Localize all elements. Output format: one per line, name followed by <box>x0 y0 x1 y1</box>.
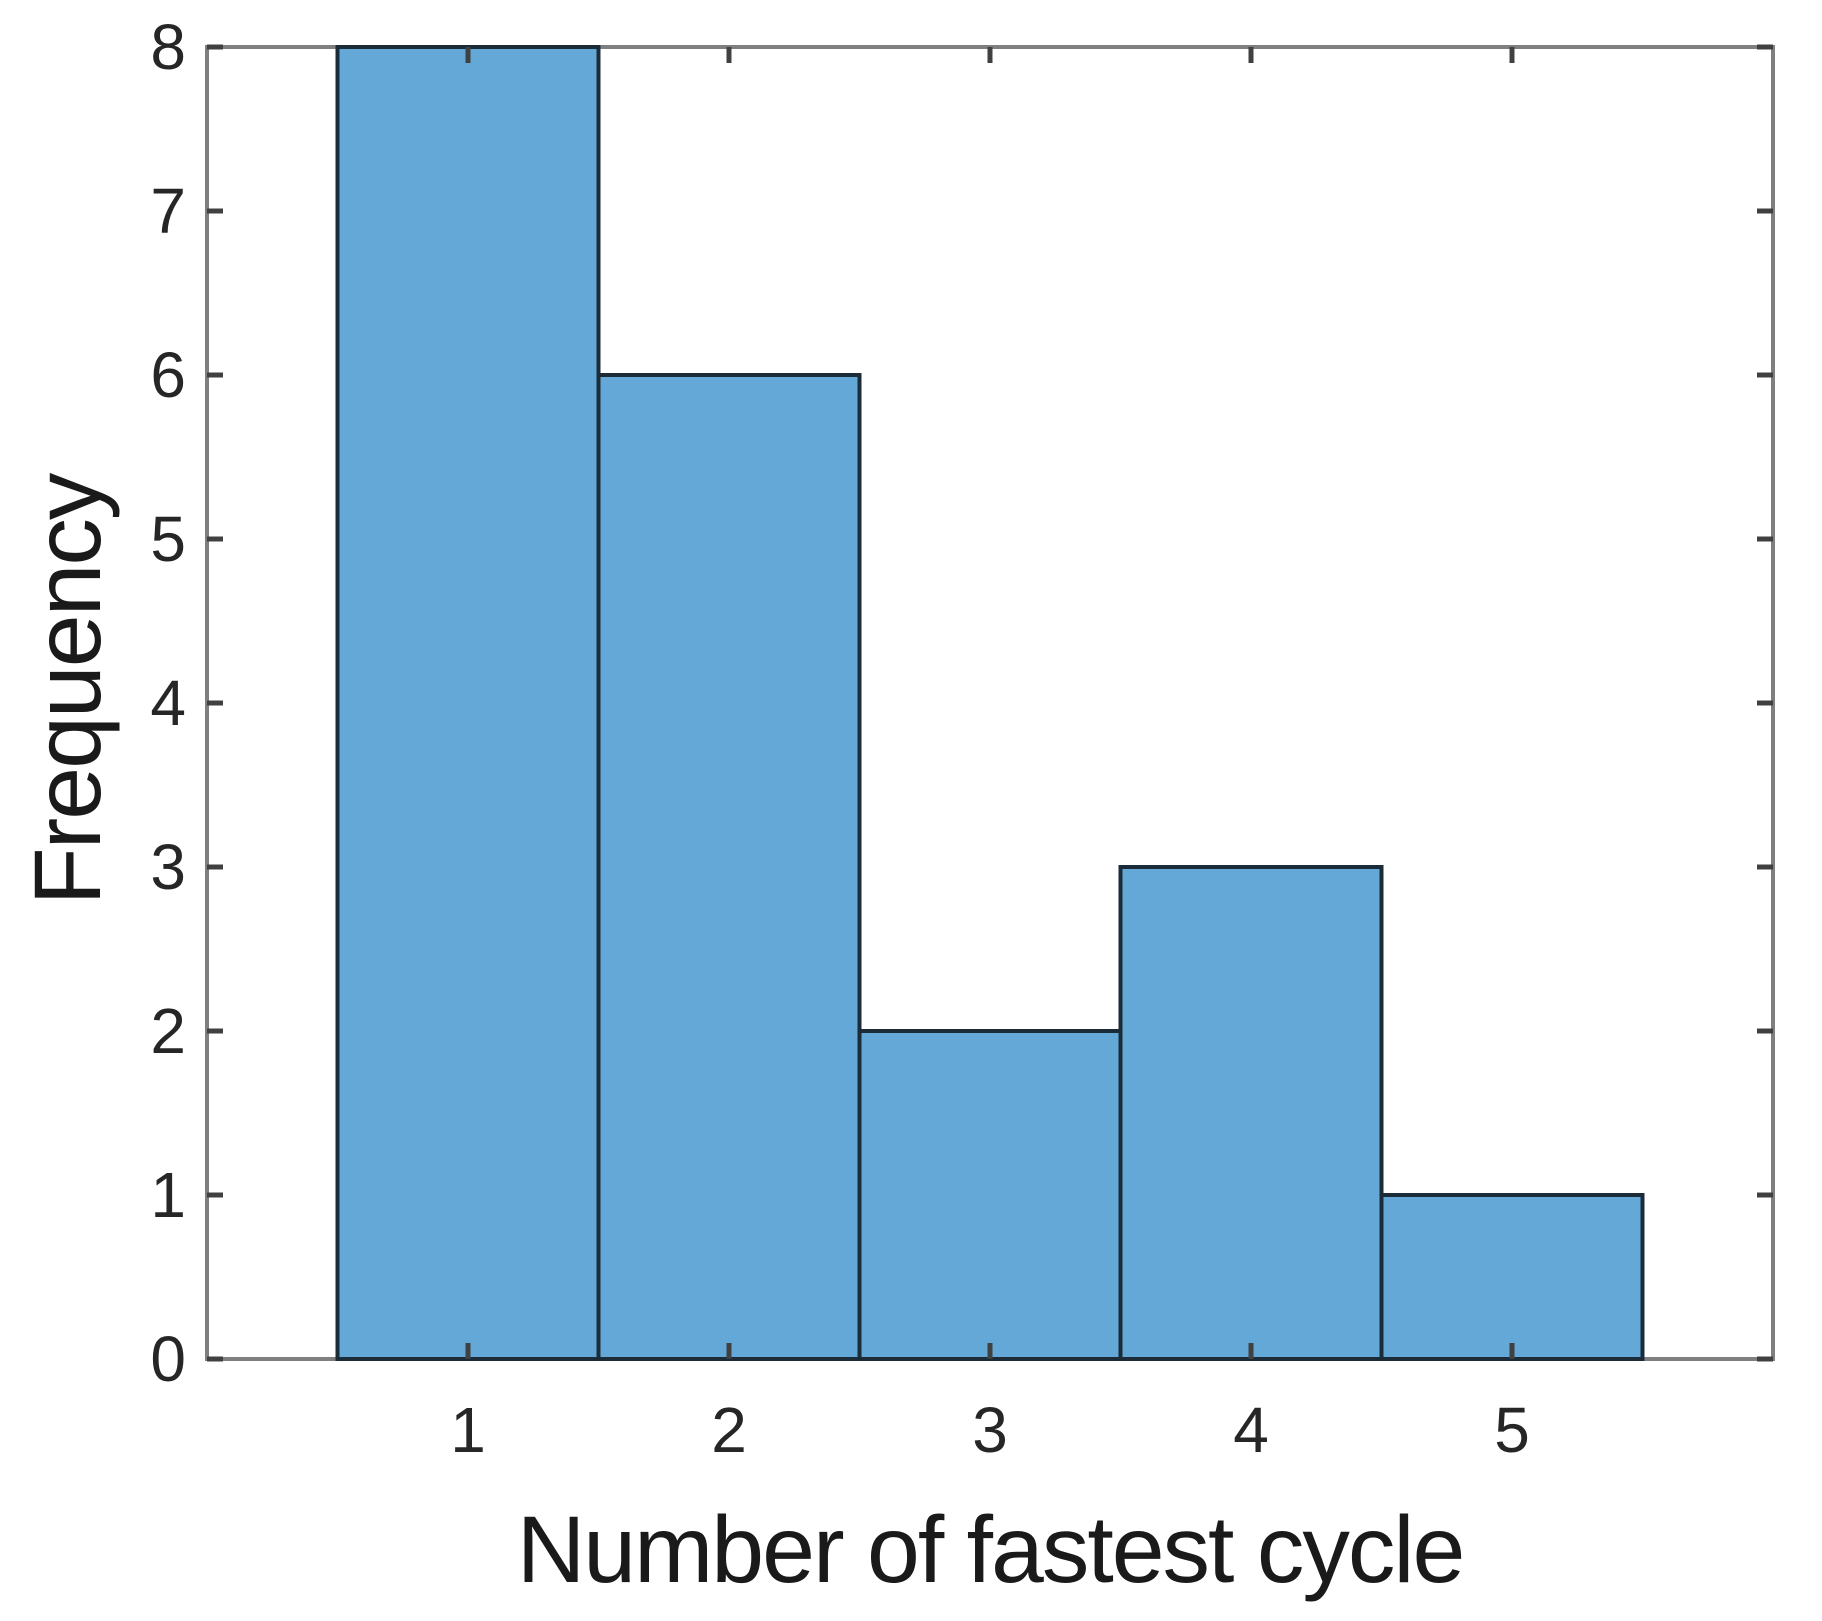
x-axis-label: Number of fastest cycle <box>517 1497 1464 1603</box>
y-tick-label-8: 8 <box>150 11 186 83</box>
bars-layer <box>335 45 1645 1361</box>
x-tick-label-1: 1 <box>450 1394 486 1466</box>
ticks-layer <box>207 44 1773 1362</box>
y-tick-label-6: 6 <box>150 339 186 411</box>
y-tick-label-1: 1 <box>150 1159 186 1231</box>
y-tick-label-5: 5 <box>150 503 186 575</box>
histogram-bar-1 <box>335 45 601 1361</box>
y-axis-label: Frequency <box>15 472 121 905</box>
y-tick-label-2: 2 <box>150 995 186 1067</box>
x-tick-label-5: 5 <box>1494 1394 1530 1466</box>
y-tick-label-0: 0 <box>150 1323 186 1395</box>
histogram-bar-2 <box>596 373 862 1361</box>
histogram-bar-5 <box>1379 1193 1645 1361</box>
histogram-bar-3 <box>857 1029 1123 1361</box>
y-tick-label-7: 7 <box>150 175 186 247</box>
x-tick-label-2: 2 <box>711 1394 747 1466</box>
tick-labels-layer: 1 2 3 4 5 0 1 2 3 4 5 6 7 8 <box>150 11 1529 1466</box>
y-tick-label-4: 4 <box>150 667 186 739</box>
y-tick-label-3: 3 <box>150 831 186 903</box>
x-tick-label-3: 3 <box>972 1394 1008 1466</box>
x-tick-label-4: 4 <box>1233 1394 1269 1466</box>
histogram-bar-4 <box>1118 865 1384 1361</box>
